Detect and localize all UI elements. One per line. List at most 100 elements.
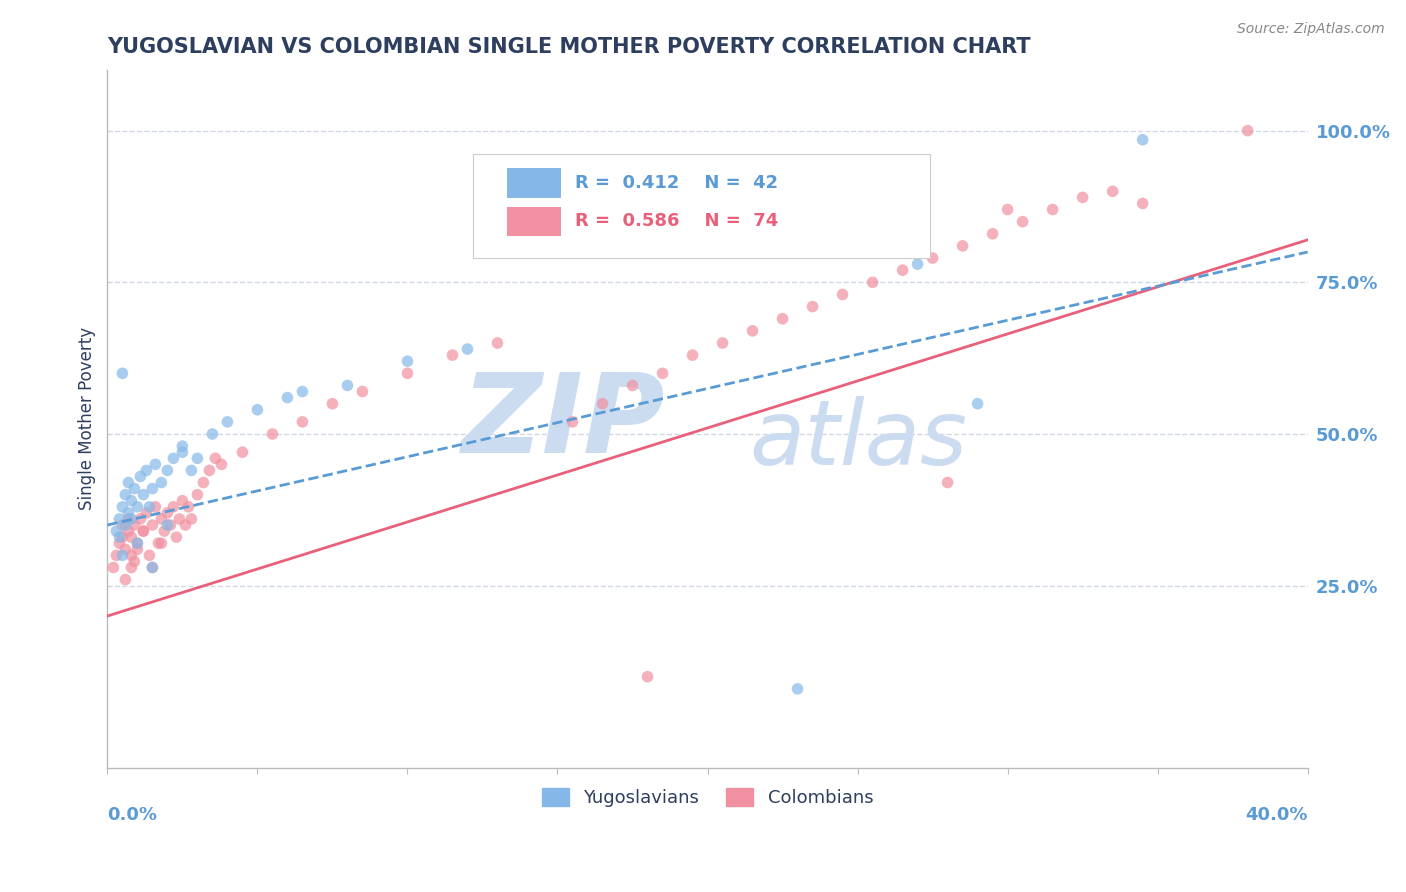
Point [150,536,173,550]
Point [276,391,298,405]
Point [907,257,929,271]
Point [156,506,179,520]
Point [108,530,131,544]
Point [217,415,239,429]
Point [561,415,583,429]
Point [231,445,253,459]
Point [772,311,794,326]
Point [111,367,134,381]
Point [129,512,152,526]
Point [441,348,464,362]
Point [114,488,136,502]
Point [114,518,136,533]
Point [352,384,374,399]
Point [177,500,200,514]
Point [127,542,149,557]
Point [124,518,146,533]
Text: YUGOSLAVIAN VS COLOMBIAN SINGLE MOTHER POVERTY CORRELATION CHART: YUGOSLAVIAN VS COLOMBIAN SINGLE MOTHER P… [107,37,1031,57]
Point [186,488,208,502]
Point [921,251,943,265]
Text: atlas: atlas [749,396,967,483]
Point [105,549,128,563]
Point [105,524,128,538]
Point [831,287,853,301]
Point [336,378,359,392]
Point [132,524,155,538]
Point [952,239,974,253]
Point [172,493,194,508]
Point [162,451,184,466]
Point [1011,214,1033,228]
Point [127,536,149,550]
Text: 40.0%: 40.0% [1246,806,1308,824]
Point [150,475,173,490]
Point [262,427,284,442]
Point [1132,133,1154,147]
Point [141,518,163,533]
Point [145,458,167,472]
Point [141,560,163,574]
Point [396,354,419,368]
Point [156,463,179,477]
Point [159,518,181,533]
Point [141,482,163,496]
Point [172,445,194,459]
Point [150,512,173,526]
Point [786,681,808,696]
Point [117,524,139,538]
Point [114,573,136,587]
Point [637,670,659,684]
Point [801,300,824,314]
Point [138,500,160,514]
Point [108,536,131,550]
Point [621,378,644,392]
Point [127,500,149,514]
Point [209,458,232,472]
Point [201,427,224,442]
Point [651,367,673,381]
Point [169,512,191,526]
Point [141,560,163,574]
Point [120,560,142,574]
Point [1042,202,1064,217]
Point [291,384,314,399]
Point [936,475,959,490]
Point [862,276,884,290]
Point [198,463,221,477]
Text: Source: ZipAtlas.com: Source: ZipAtlas.com [1237,22,1385,37]
Point [124,482,146,496]
Y-axis label: Single Mother Poverty: Single Mother Poverty [79,327,96,510]
Point [966,397,988,411]
Point [135,506,157,520]
Legend: Yugoslavians, Colombians: Yugoslavians, Colombians [534,780,880,814]
Point [1236,123,1258,137]
Point [108,512,131,526]
Point [120,530,142,544]
Point [114,542,136,557]
Point [321,397,343,411]
Point [174,518,197,533]
Point [132,524,155,538]
Point [153,524,176,538]
Point [1101,184,1123,198]
Point [103,560,125,574]
Point [682,348,704,362]
Point [186,451,208,466]
Point [117,512,139,526]
Point [592,397,614,411]
Point [741,324,763,338]
Point [111,518,134,533]
Point [1071,190,1094,204]
Point [172,439,194,453]
Point [145,500,167,514]
Point [124,554,146,568]
Point [111,549,134,563]
Text: ZIP: ZIP [463,368,665,475]
Text: R =  0.586    N =  74: R = 0.586 N = 74 [575,212,779,230]
Point [456,342,478,356]
Point [111,500,134,514]
Point [291,415,314,429]
Point [162,500,184,514]
Point [156,518,179,533]
Point [486,336,509,351]
